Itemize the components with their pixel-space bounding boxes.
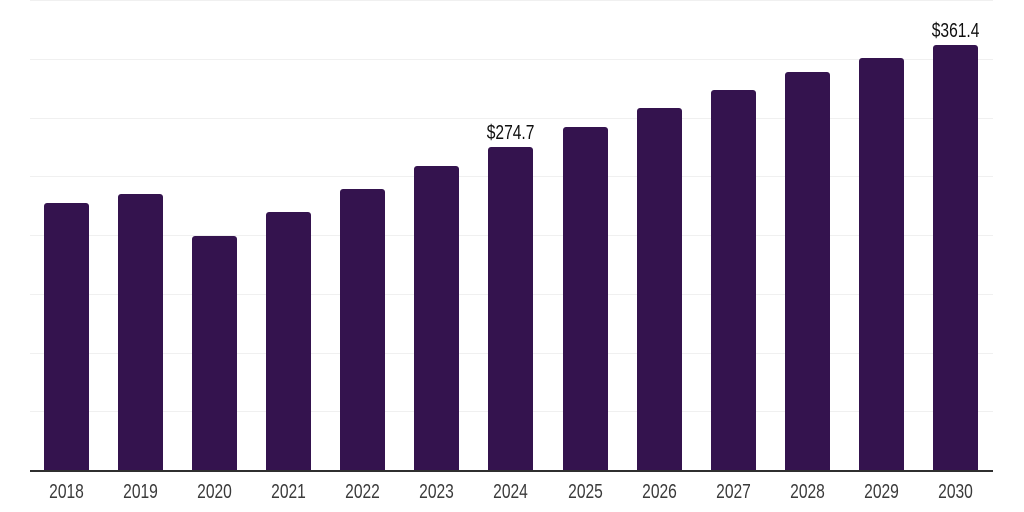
bar-2019 bbox=[118, 194, 164, 470]
bar-column-2019 bbox=[118, 0, 164, 470]
bar-column-2023 bbox=[414, 0, 460, 470]
x-tick-label-2020: 2020 bbox=[197, 481, 233, 503]
x-tick-label-2025: 2025 bbox=[567, 481, 603, 503]
x-tick-label-2022: 2022 bbox=[345, 481, 381, 503]
bar-2021 bbox=[266, 212, 312, 470]
x-tick-label-2030: 2030 bbox=[938, 481, 973, 503]
bar-2025 bbox=[562, 126, 608, 470]
bar-column-2018 bbox=[44, 0, 89, 470]
x-tick-label-2023: 2023 bbox=[419, 481, 455, 503]
bar-2018 bbox=[44, 203, 89, 470]
x-axis-labels: 2018 2019 2020 2021 2022 2023 2024 2025 2026 2027… bbox=[44, 482, 978, 502]
bar-column-2021 bbox=[266, 0, 312, 470]
bar-2026 bbox=[636, 108, 682, 470]
x-tick-label-2027: 2027 bbox=[715, 481, 751, 503]
bar-2029 bbox=[858, 58, 904, 470]
bar-column-2022 bbox=[340, 0, 386, 470]
bar-column-2028 bbox=[784, 0, 830, 470]
bar-2024 bbox=[488, 147, 534, 470]
bar-column-2020 bbox=[192, 0, 238, 470]
bar-column-2027 bbox=[710, 0, 756, 470]
gridline-400 bbox=[30, 0, 993, 1]
x-tick-label-2019: 2019 bbox=[123, 481, 158, 503]
bar-2023 bbox=[414, 166, 460, 470]
x-tick-label-2028: 2028 bbox=[789, 481, 825, 503]
bar-2020 bbox=[192, 236, 238, 470]
bar-column-2030: $361.4 bbox=[931, 0, 980, 470]
bar-column-2025 bbox=[562, 0, 608, 470]
x-tick-label-2029: 2029 bbox=[864, 481, 899, 503]
gridline-300 bbox=[30, 117, 993, 119]
gridline-350 bbox=[30, 58, 993, 60]
bar-column-2029 bbox=[858, 0, 904, 470]
x-tick-label-2026: 2026 bbox=[641, 481, 677, 503]
bar-2022 bbox=[340, 188, 386, 470]
x-tick-label-2021: 2021 bbox=[271, 481, 307, 503]
x-tick-label-2024: 2024 bbox=[493, 481, 529, 503]
bar-column-2024: $274.7 bbox=[487, 0, 535, 470]
bar-2027 bbox=[710, 89, 756, 470]
bars-container: $274.7 $361.4 bbox=[44, 0, 980, 470]
bar-column-2026 bbox=[636, 0, 682, 470]
bar-2028 bbox=[784, 72, 830, 470]
plot-area: $274.7 $361.4 bbox=[30, 0, 993, 472]
x-tick-label-2018: 2018 bbox=[49, 481, 84, 503]
bar-value-label-2024: $274.7 bbox=[487, 122, 535, 145]
bar-2030 bbox=[932, 45, 978, 470]
bar-value-label-2030: $361.4 bbox=[931, 20, 980, 43]
